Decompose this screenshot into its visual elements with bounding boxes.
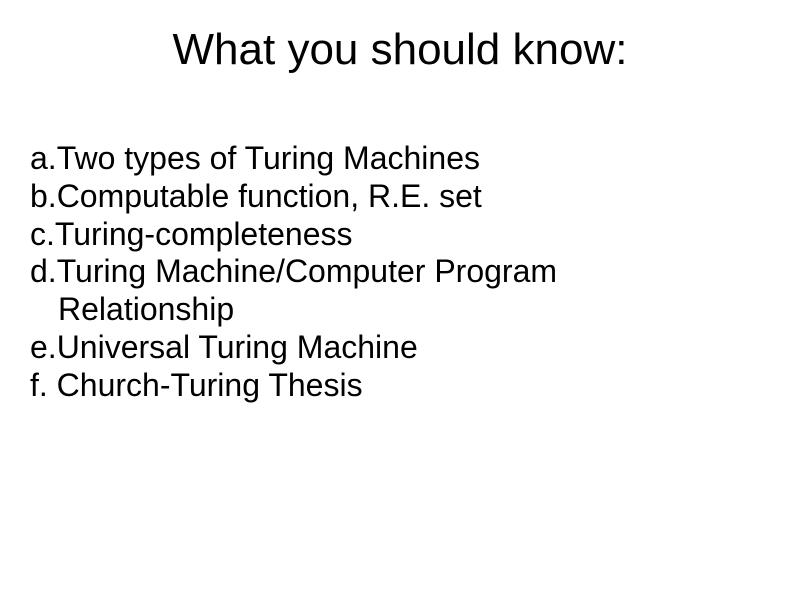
list-item: f. Church-Turing Thesis [30, 367, 770, 405]
slide-container: What you should know: a.Two types of Tur… [0, 0, 800, 600]
item-label: f. [30, 367, 48, 403]
content-list: a.Two types of Turing Machines b.Computa… [30, 140, 770, 404]
list-item: a.Two types of Turing Machines [30, 140, 770, 178]
item-text: Computable function, R.E. set [57, 178, 482, 214]
list-item: c.Turing-completeness [30, 216, 770, 254]
item-label: c. [30, 216, 55, 252]
item-label: d. [30, 253, 57, 289]
item-text: Universal Turing Machine [57, 329, 418, 365]
list-item: Relationship [30, 291, 770, 329]
list-item: d.Turing Machine/Computer Program [30, 253, 770, 291]
item-label: a. [30, 140, 57, 176]
slide-title: What you should know: [30, 25, 770, 75]
item-text: Relationship [58, 291, 234, 327]
item-text: Turing-completeness [55, 216, 353, 252]
list-item: b.Computable function, R.E. set [30, 178, 770, 216]
item-label: e. [30, 329, 57, 365]
item-text: Turing Machine/Computer Program [57, 253, 557, 289]
item-label: b. [30, 178, 57, 214]
list-item: e.Universal Turing Machine [30, 329, 770, 367]
item-text: Two types of Turing Machines [57, 140, 480, 176]
item-text: Church-Turing Thesis [57, 367, 363, 403]
